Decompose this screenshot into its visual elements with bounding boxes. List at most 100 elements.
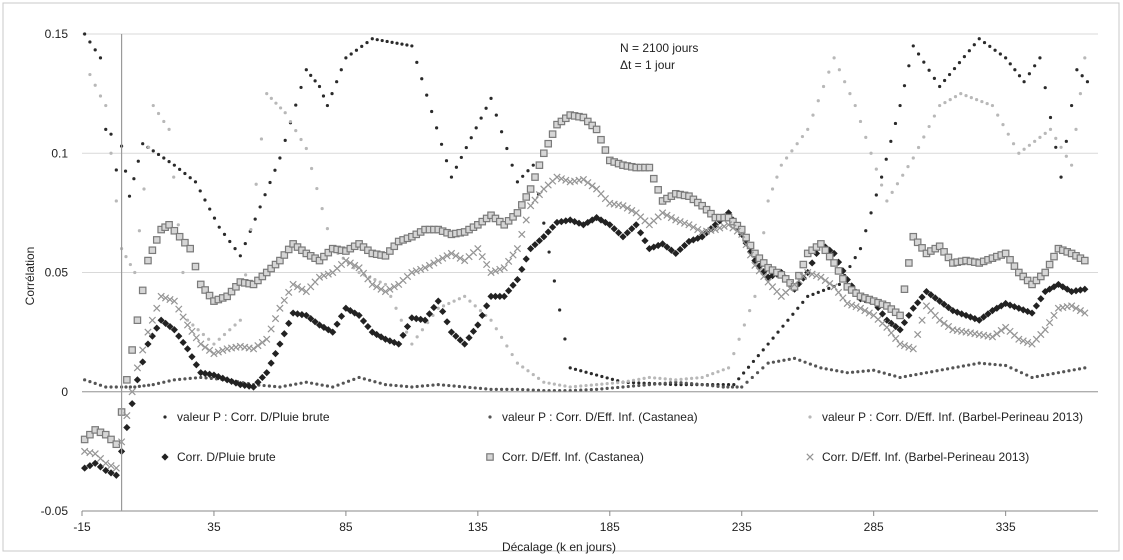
data-point	[269, 96, 273, 100]
data-point	[951, 366, 955, 370]
data-point	[819, 366, 823, 370]
data-point	[977, 37, 981, 41]
data-point	[178, 167, 182, 171]
data-point	[679, 377, 683, 381]
data-point	[280, 296, 288, 304]
data-point	[478, 252, 486, 261]
data-point	[186, 244, 194, 253]
x-marker-stroke	[1019, 337, 1027, 345]
data-point	[948, 97, 952, 102]
data-point	[273, 384, 277, 389]
data-point	[452, 384, 456, 388]
data-point	[133, 270, 137, 275]
x-marker-stroke	[364, 275, 372, 283]
x-marker-stroke	[390, 283, 398, 291]
data-point	[746, 251, 755, 259]
data-point	[489, 96, 493, 100]
data-point	[834, 258, 843, 266]
x-marker-stroke	[861, 307, 869, 315]
x-marker-stroke	[892, 334, 900, 343]
data-point	[775, 175, 779, 179]
data-point	[355, 264, 363, 272]
data-point	[1015, 304, 1023, 312]
data-point	[600, 387, 604, 391]
data-point	[138, 286, 147, 295]
data-point	[980, 313, 988, 321]
data-point	[837, 68, 841, 72]
x-marker-stroke	[804, 268, 812, 277]
data-point	[900, 285, 909, 293]
data-point	[285, 319, 293, 327]
data-point	[1056, 371, 1061, 375]
data-point	[861, 369, 865, 373]
data-point	[320, 252, 328, 261]
data-point	[785, 156, 789, 160]
data-point	[243, 241, 247, 246]
data-point	[465, 334, 473, 342]
data-point	[101, 430, 110, 439]
x-marker-stroke	[878, 319, 887, 328]
x-marker-stroke	[197, 340, 205, 348]
x-marker-stroke	[96, 454, 105, 463]
data-point	[198, 189, 202, 193]
data-point	[1019, 272, 1028, 281]
data-point	[443, 252, 451, 260]
data-point	[1033, 64, 1037, 68]
data-point	[779, 163, 783, 167]
data-point	[259, 137, 264, 141]
x-marker-stroke	[535, 190, 544, 199]
data-point	[840, 370, 844, 374]
data-point	[1050, 283, 1058, 291]
data-point	[439, 254, 447, 262]
data-point	[689, 223, 697, 231]
data-point	[410, 342, 414, 346]
data-point	[616, 381, 620, 385]
data-point	[526, 202, 535, 210]
data-point	[494, 113, 498, 117]
data-point	[893, 374, 897, 378]
data-point	[553, 218, 561, 227]
data-point	[751, 261, 759, 269]
data-point	[491, 292, 500, 300]
data-point	[907, 64, 911, 68]
data-point	[733, 221, 742, 230]
data-point	[1022, 80, 1026, 84]
data-point	[325, 384, 330, 388]
annotation-text: N = 2100 jours	[620, 41, 698, 55]
data-point	[165, 221, 173, 229]
data-point	[667, 214, 675, 222]
data-point	[377, 285, 385, 293]
data-point	[919, 372, 923, 376]
x-marker-stroke	[1041, 326, 1049, 334]
data-point	[253, 217, 257, 221]
data-point	[748, 309, 752, 313]
data-point	[911, 44, 915, 48]
legend-label: Corr. D/Eff. Inf. (Castanea)	[502, 450, 644, 464]
data-point	[695, 382, 699, 386]
data-point	[1006, 301, 1014, 309]
data-point	[527, 245, 535, 253]
data-point	[1046, 372, 1050, 377]
data-point	[742, 241, 750, 249]
x-marker-stroke	[351, 261, 359, 269]
data-point	[531, 388, 535, 392]
x-marker-stroke	[408, 268, 416, 277]
y-tick-label: -0.05	[41, 504, 69, 518]
data-point	[945, 367, 950, 371]
data-point	[997, 326, 1005, 335]
data-point	[355, 311, 363, 320]
data-point	[499, 335, 504, 339]
data-point	[288, 383, 293, 387]
data-point	[766, 361, 770, 365]
legend-entry-3: valeur P : Corr. D/Eff. Inf. (Barbel-Per…	[808, 410, 1083, 424]
data-point	[452, 252, 460, 260]
data-point	[952, 66, 957, 71]
data-point	[909, 304, 917, 312]
data-point	[853, 255, 857, 260]
data-point	[878, 310, 887, 318]
data-point	[597, 135, 605, 144]
data-point	[909, 345, 917, 353]
x-marker-stroke	[676, 217, 684, 226]
data-point	[192, 334, 200, 342]
data-point	[737, 337, 741, 341]
